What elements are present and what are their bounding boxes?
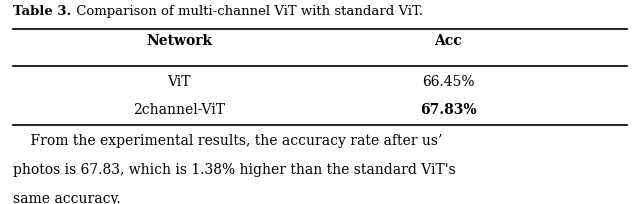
Text: photos is 67.83, which is 1.38% higher than the standard ViT's: photos is 67.83, which is 1.38% higher t… [13, 163, 456, 177]
Text: same accuracy.: same accuracy. [13, 192, 120, 204]
Text: 2channel-ViT: 2channel-ViT [133, 103, 225, 118]
Text: Table 3.: Table 3. [13, 5, 71, 18]
Text: Network: Network [146, 34, 212, 48]
Text: From the experimental results, the accuracy rate after us’: From the experimental results, the accur… [13, 134, 442, 148]
Text: 66.45%: 66.45% [422, 75, 474, 89]
Text: Acc: Acc [434, 34, 462, 48]
Text: 67.83%: 67.83% [420, 103, 476, 118]
Text: Comparison of multi-channel ViT with standard ViT.: Comparison of multi-channel ViT with sta… [72, 5, 422, 18]
Text: ViT: ViT [168, 75, 191, 89]
